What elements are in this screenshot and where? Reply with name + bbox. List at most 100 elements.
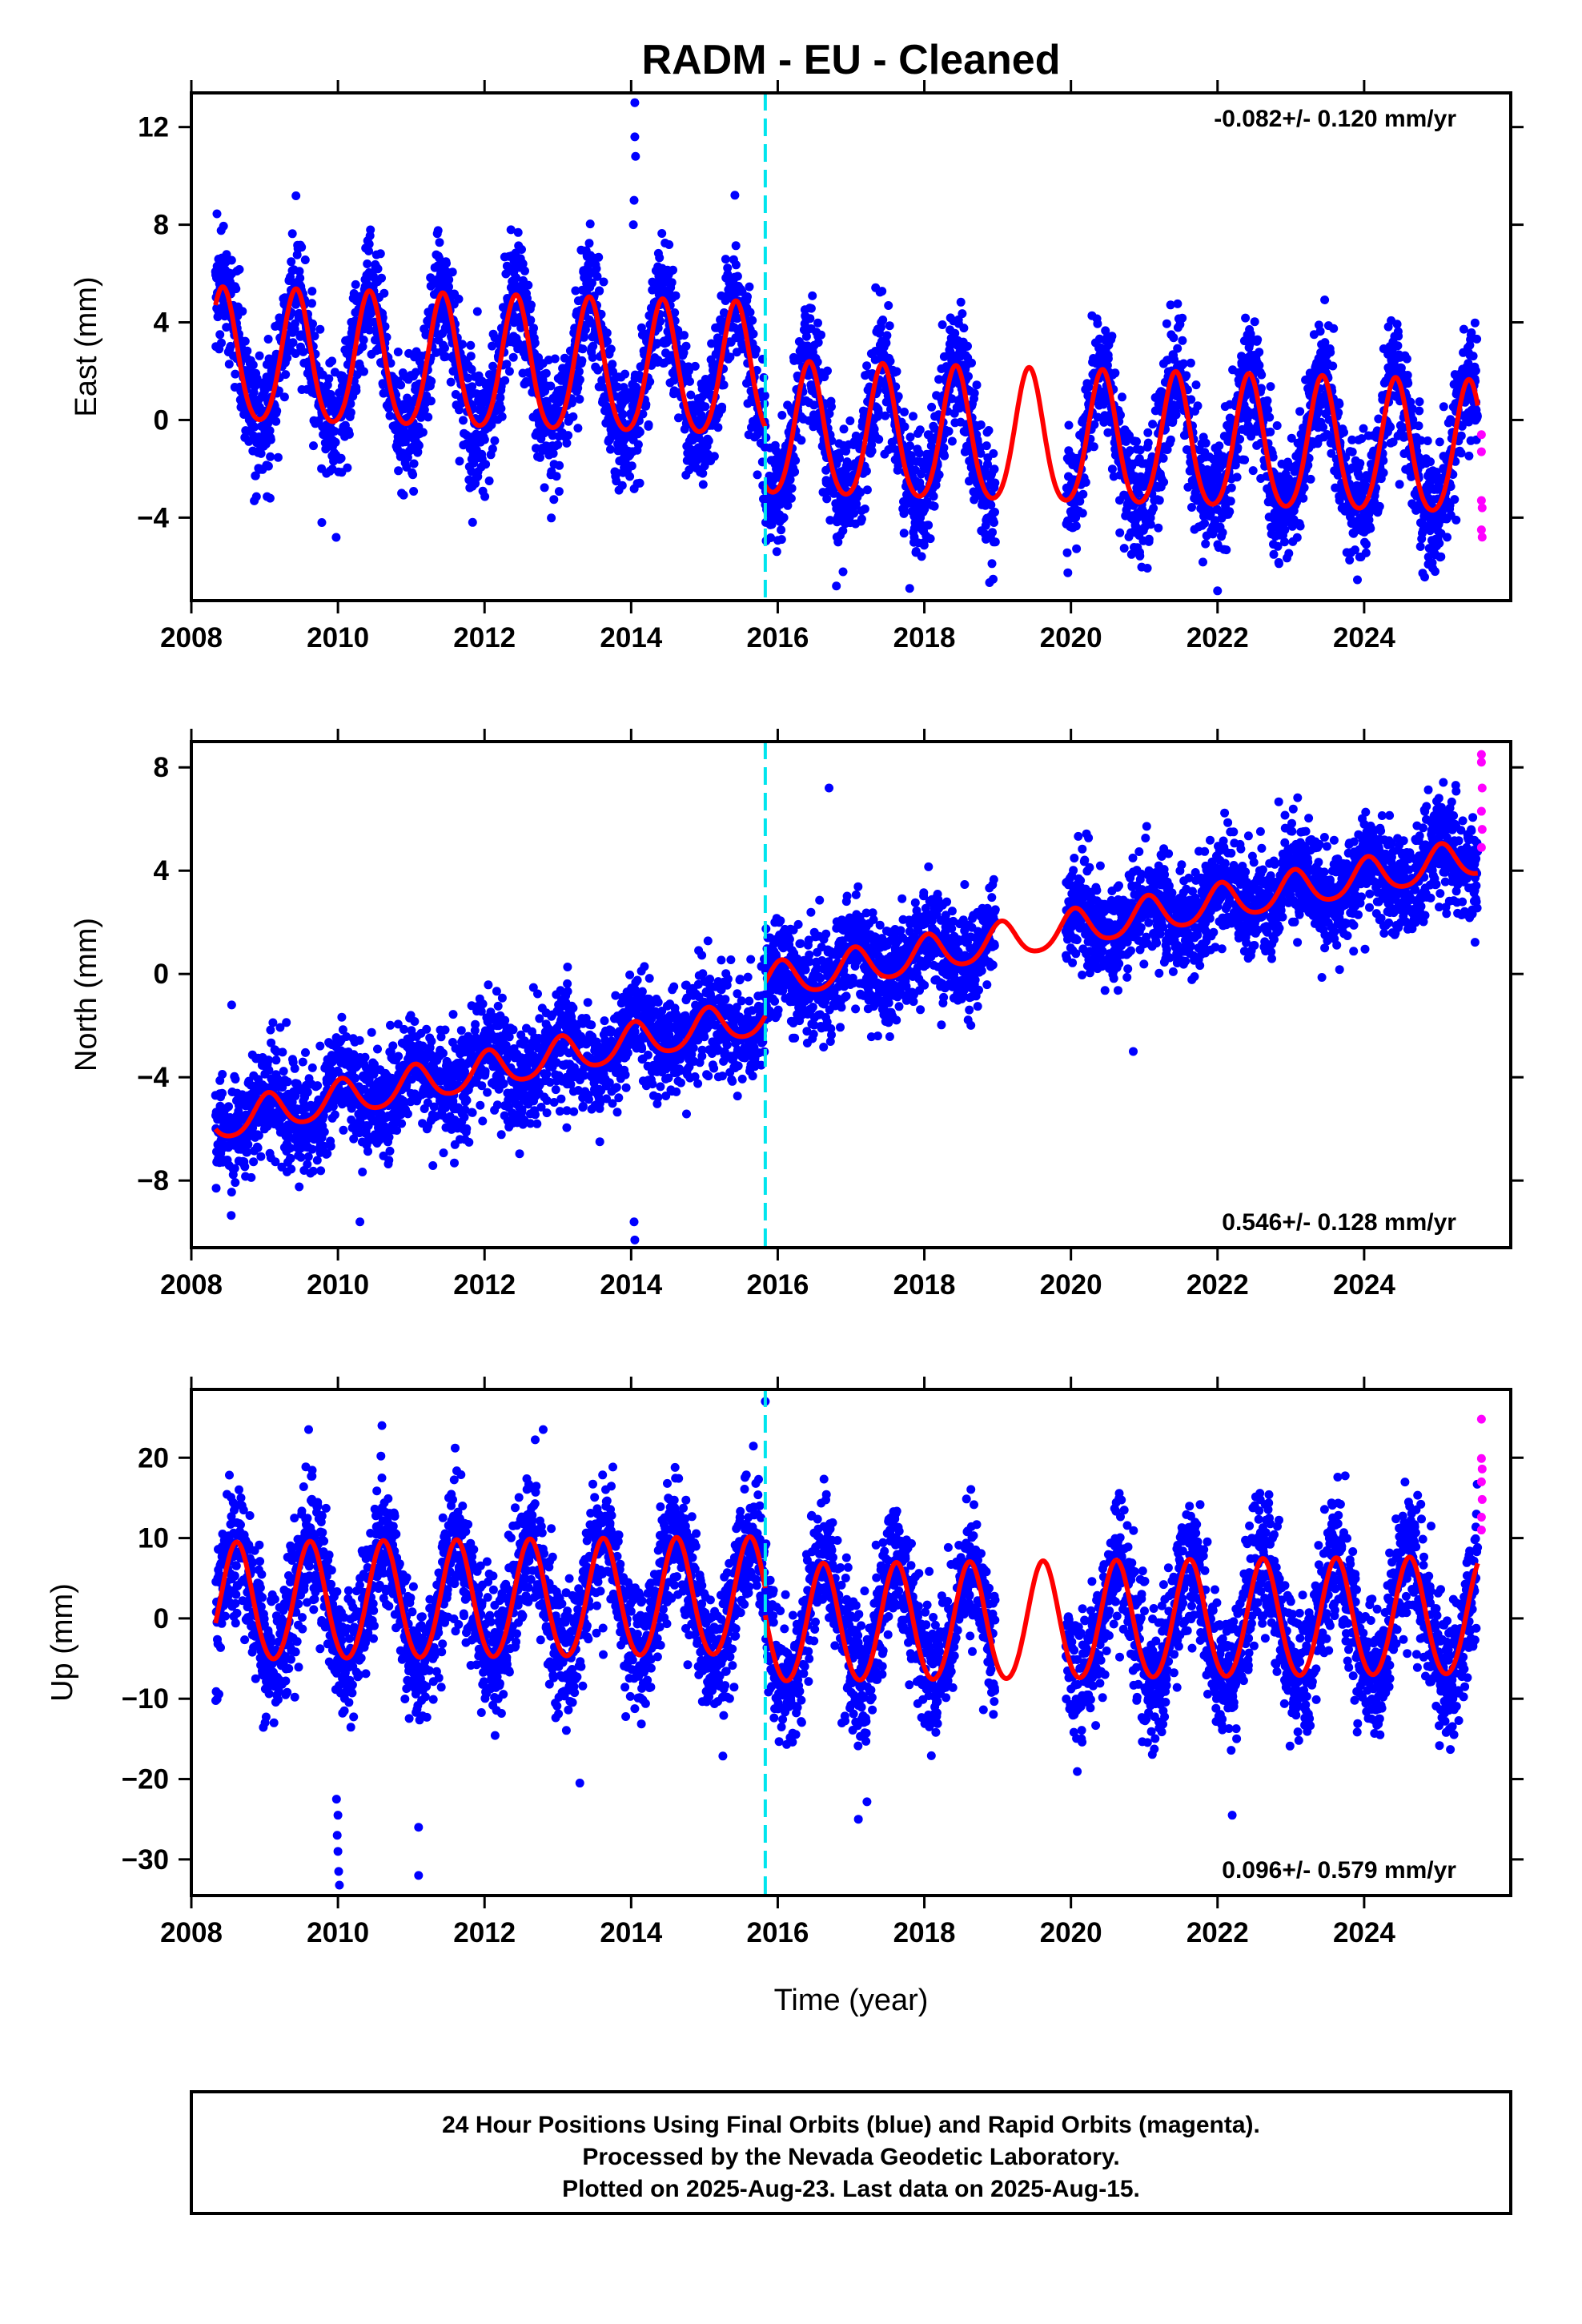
data-point [665,240,674,249]
data-point [240,336,250,346]
data-point [786,493,796,503]
data-point [1315,327,1325,336]
data-point [644,420,653,429]
data-point [573,424,583,433]
panels: 2008 2010 2012 2014 2016 2018 2020 2022 2024−404… [46,80,1524,1948]
data-point [638,409,648,419]
data-point [1393,341,1403,351]
data-point [1415,406,1424,416]
data-point [588,278,596,287]
data-point [990,518,998,527]
data-point [967,358,976,368]
data-point [373,264,383,274]
data-point [555,460,564,470]
data-point [1232,472,1242,482]
data-point [1222,545,1231,555]
data-point [571,286,580,296]
data-point [324,374,334,384]
data-point [377,273,386,283]
data-point [964,372,973,381]
data-point [513,227,523,237]
data-point [592,271,602,281]
data-point [1306,474,1315,484]
data-point [529,324,538,333]
data-point [414,440,424,450]
data-point [873,408,883,417]
data-point [1392,320,1402,329]
data-point [1456,431,1466,440]
data-point [723,263,733,273]
data-point [560,353,569,363]
data-point [331,533,341,542]
data-point [625,472,635,481]
data-point [256,448,266,458]
data-point [958,309,967,319]
data-point [567,398,576,408]
plot-area [211,93,1487,601]
data-point [263,461,273,471]
data-point [435,238,444,247]
data-point [1456,448,1466,458]
data-point [448,267,457,277]
data-point [914,448,924,458]
data-point [1215,441,1224,451]
data-point [1081,477,1090,487]
data-point [524,280,533,290]
data-point [1403,371,1412,380]
data-point [813,338,823,348]
data-point [364,239,374,249]
data-point [1426,457,1435,467]
data-point [536,452,544,462]
data-point [1142,564,1152,573]
outlier-point [832,581,841,591]
data-point [467,364,476,374]
data-point [805,314,815,324]
data-point [1159,477,1169,487]
data-point [1072,544,1082,553]
data-point [1359,424,1368,433]
data-point [577,356,587,365]
data-point [1386,422,1395,432]
data-point [900,422,909,432]
data-point [899,509,909,518]
data-point [1201,438,1211,448]
data-point [641,400,651,409]
data-point [444,275,454,284]
data-point [552,472,561,481]
data-point [944,427,954,436]
data-point [852,499,861,509]
data-point [273,452,283,462]
rapid-point [1477,503,1487,513]
rapid-point [1476,447,1486,456]
data-point [1395,480,1404,489]
outlier-point [317,517,327,527]
data-point [343,463,352,472]
data-point [215,330,225,340]
data-point [385,411,395,420]
data-point [1472,412,1482,421]
data-point [365,325,374,335]
data-point [745,282,754,292]
data-point [743,292,752,301]
data-point [364,246,373,255]
data-point [1347,447,1357,456]
data-point [427,376,436,386]
data-point [1062,548,1072,557]
data-point [1078,489,1088,499]
data-point [468,382,477,392]
data-point [358,342,367,352]
data-point [222,323,231,332]
data-point [466,352,476,361]
data-point [217,338,226,348]
data-point [291,191,301,200]
data-point [719,380,729,390]
data-point [379,288,389,298]
data-point [1162,319,1171,328]
data-point [680,331,689,340]
data-point [265,426,275,436]
data-point [550,354,560,364]
data-point [420,405,429,415]
data-point [825,516,835,525]
rate-label: -0.082+/- 0.120 mm/yr [1214,106,1456,132]
data-point [496,393,505,403]
